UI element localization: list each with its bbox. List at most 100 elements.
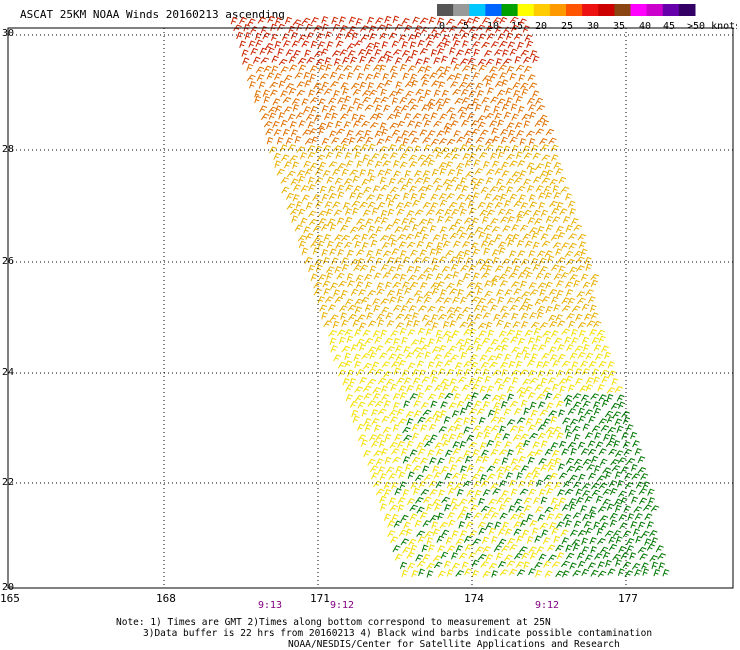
wind-barb [605,559,612,568]
wind-barb [295,200,303,209]
wind-barb [505,208,514,216]
wind-barb [505,233,514,241]
wind-barb [557,343,565,352]
wind-barb [392,49,402,56]
wind-barb [382,160,391,167]
wind-barb [590,546,597,554]
wind-barb [438,81,446,89]
legend-label: 5 [463,21,469,32]
wind-barb [326,266,335,273]
wind-barb [440,410,447,418]
wind-barb [423,296,432,304]
wind-barb [380,209,388,218]
wind-barb [470,416,477,425]
wind-barb [481,41,490,49]
wind-barb [298,208,306,216]
wind-barb [406,241,416,249]
wind-barb [255,39,263,47]
wind-barb [541,177,551,184]
wind-barb [465,345,474,353]
wind-barb [374,104,382,112]
wind-barb [440,289,447,297]
wind-barb [601,345,609,353]
wind-barb [455,570,465,577]
wind-barb [589,536,597,545]
wind-barb [278,80,286,88]
wind-barb [485,138,494,146]
wind-barb [491,160,500,168]
wind-barb [357,434,367,442]
wind-barb [366,249,374,258]
wind-barb [373,304,381,313]
wind-barb [343,178,353,185]
wind-barb [437,305,446,313]
wind-barb [538,201,546,210]
wind-barb [374,48,382,57]
wind-barb [625,424,634,432]
wind-barb [376,282,384,290]
wind-barb [658,562,666,570]
wind-barb [463,360,472,368]
wind-barb [611,378,619,386]
wind-barb [451,385,459,393]
wind-barb [401,569,409,578]
wind-barb [618,513,627,522]
wind-barb [551,561,561,568]
wind-barb [399,96,408,104]
wind-barb [403,521,411,529]
wind-barb [464,544,473,552]
wind-barb [522,297,531,306]
wind-barb [550,442,559,450]
wind-barb [456,226,465,234]
wind-barb [623,505,631,513]
wind-barb [558,472,568,480]
wind-barb [536,360,544,369]
wind-barb [537,282,547,289]
wind-barb [283,74,293,82]
wind-barb [402,137,410,146]
wind-barb [518,480,526,488]
wind-barb [486,202,494,210]
wind-barb [432,234,441,242]
wind-barb [337,249,345,257]
wind-barb [362,96,371,104]
wind-barb [249,81,256,89]
y-tick-label: 24 [2,367,14,378]
wind-barb [526,359,535,367]
wind-barb [333,354,342,362]
wind-barb [515,442,525,449]
wind-barb [453,130,461,138]
wind-barb [433,353,442,361]
wind-barb [344,152,352,160]
wind-barb [318,274,327,281]
wind-barb [450,464,458,472]
wind-barb [280,144,288,152]
wind-barb [605,440,615,448]
wind-barb [566,465,575,473]
wind-barb [354,40,363,47]
wind-barb [461,561,469,569]
wind-barb [595,495,603,503]
wind-barb [495,353,504,361]
wind-barb [349,169,359,176]
wind-barb [417,39,425,48]
wind-barb [604,530,614,537]
wind-barb [598,394,607,402]
wind-barb [460,264,469,272]
wind-barb [329,130,337,138]
wind-barb [509,193,518,201]
wind-barb [429,488,438,496]
wind-barb [347,280,355,288]
wind-barb [485,264,493,273]
wind-barb [527,74,536,82]
wind-barb [381,393,390,401]
wind-barb [352,120,361,128]
wind-barb [293,184,301,192]
wind-barb [582,423,590,431]
wind-barb [340,289,348,298]
wind-barb [506,32,513,40]
wind-barb [602,498,611,506]
wind-barb [490,416,500,423]
wind-barb [356,103,364,111]
wind-barb [473,159,481,167]
